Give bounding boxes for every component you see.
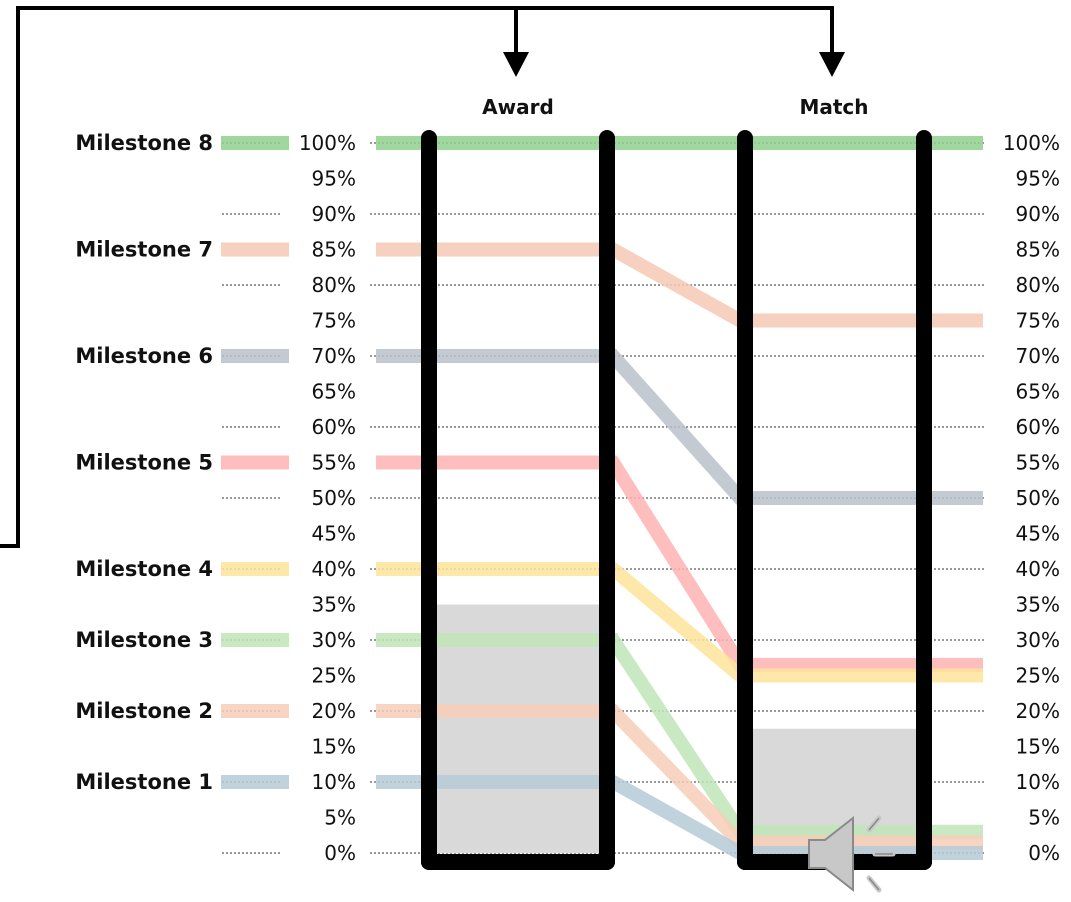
milestone-band (221, 349, 983, 505)
tick-label-left: 95% (312, 167, 356, 191)
milestone-connector (376, 349, 983, 505)
milestone-label: Milestone 2 (75, 699, 213, 723)
milestone-connector (376, 562, 983, 683)
award-heading: Award (482, 95, 554, 119)
milestone-label: Milestone 1 (75, 770, 213, 794)
milestone-label: Milestone 7 (75, 238, 213, 262)
tick-label-left: 85% (312, 238, 356, 262)
tick-label-left: 90% (312, 202, 356, 226)
tick-label-left: 60% (312, 415, 356, 439)
milestone-label: Milestone 6 (75, 344, 213, 368)
left-tick-labels: 100% 95% 90% 85% 80% 75% 70% 65% 60% 55% 50% 45% 40%… (299, 131, 356, 865)
tick-label-right: 20% (1016, 699, 1060, 723)
arrow-down-icon (503, 52, 529, 77)
milestone-connector (376, 775, 983, 860)
tick-label-right: 90% (1016, 202, 1060, 226)
milestone-label: Milestone 3 (75, 628, 213, 652)
bracket-connector (0, 6, 834, 548)
tick-label-right: 100% (1003, 131, 1060, 155)
tick-label-right: 85% (1016, 238, 1060, 262)
tick-label-left: 55% (312, 451, 356, 475)
tick-label-right: 55% (1016, 451, 1060, 475)
match-heading: Match (799, 95, 868, 119)
milestone-label: Milestone 8 (75, 131, 213, 155)
tick-label-left: 50% (312, 486, 356, 510)
tick-label-right: 25% (1016, 664, 1060, 688)
milestone-band (221, 633, 983, 839)
tick-label-right: 5% (1028, 806, 1060, 830)
milestone-band (221, 242, 983, 328)
tick-label-left: 20% (312, 699, 356, 723)
tick-label-right: 75% (1016, 309, 1060, 333)
tick-label-right: 10% (1016, 770, 1060, 794)
tick-label-right: 70% (1016, 344, 1060, 368)
tick-label-left: 70% (312, 344, 356, 368)
milestone-band (221, 775, 983, 860)
milestone-band (221, 562, 983, 683)
milestone-connector (376, 242, 983, 328)
milestone-labels: Milestone 8 Milestone 7 Milestone 6 Milesto… (75, 131, 213, 794)
milestone-band (221, 455, 983, 672)
tick-label-right: 80% (1016, 273, 1060, 297)
tick-label-left: 100% (299, 131, 356, 155)
tick-label-left: 15% (312, 735, 356, 759)
tick-label-right: 35% (1016, 593, 1060, 617)
milestone-connector (376, 455, 983, 672)
right-tick-labels: 100% 95% 90% 85% 80% 75% 70% 65% 60% 55% 50% 45% 40%… (1003, 131, 1060, 865)
milestone-connector (376, 633, 983, 839)
tick-label-right: 60% (1016, 415, 1060, 439)
tick-label-right: 95% (1016, 167, 1060, 191)
tick-label-right: 0% (1028, 841, 1060, 865)
milestone-bands (221, 136, 983, 860)
tick-label-left: 80% (312, 273, 356, 297)
arrow-down-icon (819, 52, 845, 77)
tick-label-left: 45% (312, 522, 356, 546)
tick-label-left: 30% (312, 628, 356, 652)
milestone-label: Milestone 4 (75, 557, 213, 581)
tick-label-right: 50% (1016, 486, 1060, 510)
tick-label-right: 15% (1016, 735, 1060, 759)
award-column-frame (421, 130, 615, 870)
milestone-connector (376, 704, 983, 850)
tick-label-left: 10% (312, 770, 356, 794)
milestone-band (221, 704, 983, 850)
tick-label-left: 0% (324, 841, 356, 865)
tick-label-right: 30% (1016, 628, 1060, 652)
milestone-label: Milestone 5 (75, 451, 213, 475)
tick-label-right: 65% (1016, 380, 1060, 404)
tick-label-left: 65% (312, 380, 356, 404)
tick-label-left: 75% (312, 309, 356, 333)
tick-label-right: 40% (1016, 557, 1060, 581)
tick-label-left: 25% (312, 664, 356, 688)
tick-label-left: 5% (324, 806, 356, 830)
speaker-icon[interactable] (808, 815, 896, 893)
tick-label-left: 35% (312, 593, 356, 617)
tick-label-right: 45% (1016, 522, 1060, 546)
tick-label-left: 40% (312, 557, 356, 581)
